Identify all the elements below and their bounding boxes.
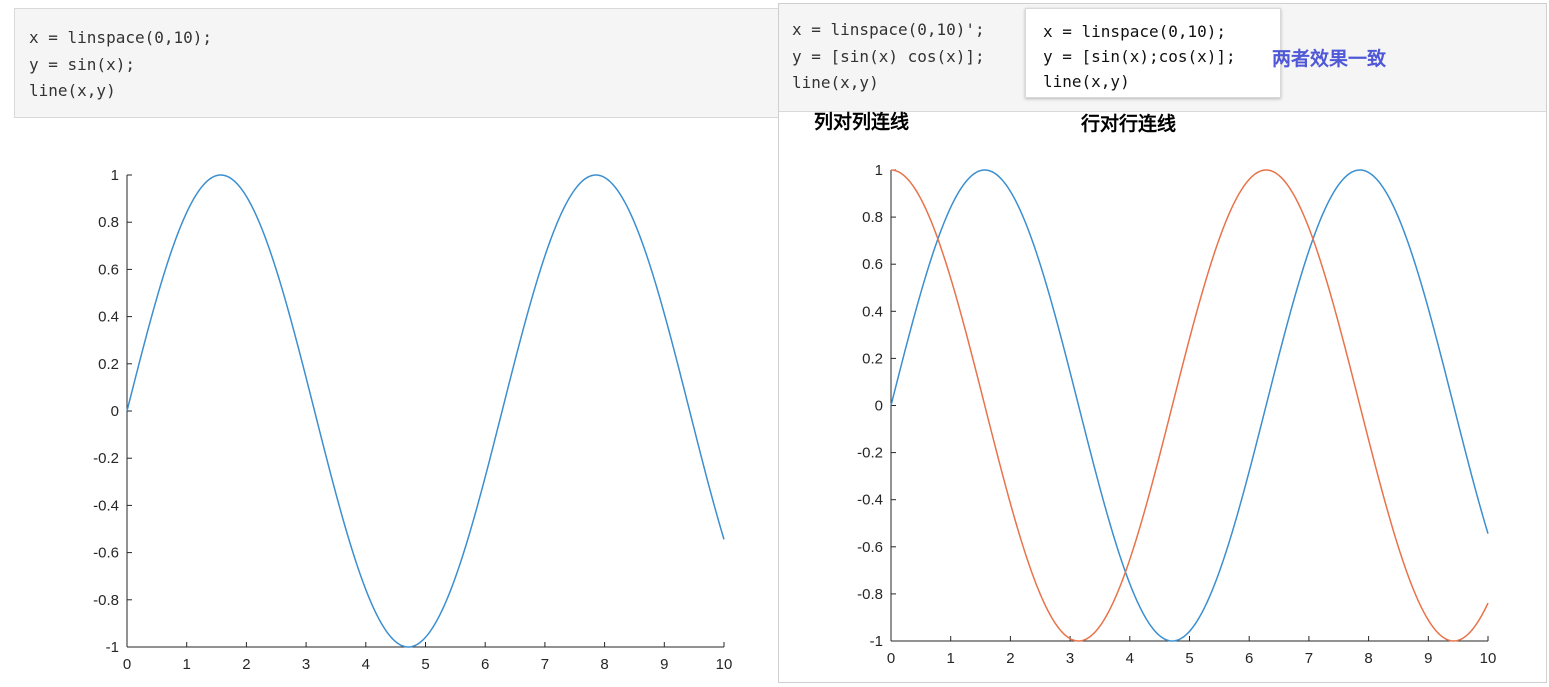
row-code-popup: x = linspace(0,10); y = [sin(x);cos(x)]; l… <box>1025 8 1281 98</box>
x-tick-label: 3 <box>302 656 310 673</box>
x-tick-label: 6 <box>481 656 489 673</box>
code-line: x = linspace(0,10); <box>29 28 213 47</box>
x-tick-label: 4 <box>1126 650 1134 667</box>
x-tick-label: 7 <box>1305 650 1313 667</box>
x-tick-label: 8 <box>600 656 608 673</box>
x-tick-label: 3 <box>1066 650 1074 667</box>
code-line: line(x,y) <box>29 81 116 100</box>
x-tick-label: 6 <box>1245 650 1253 667</box>
code-line: y = [sin(x) cos(x)]; <box>792 46 985 66</box>
y-tick-label: 1 <box>111 167 119 184</box>
series-line-cos <box>890 169 1489 642</box>
y-tick-label: -0.2 <box>93 450 119 467</box>
y-tick-label: 0.8 <box>862 209 883 226</box>
row-to-row-label: 行对行连线 <box>1081 113 1177 135</box>
right-sin-cos-chart: 0 1 2 3 4 5 6 7 8 9 10 -1 -0.8 -0.6 -0.4 -0.2 0 0.2 0.4 0.6… <box>857 162 1497 667</box>
x-tick-label: 9 <box>1424 650 1432 667</box>
y-tick-label: -0.4 <box>857 492 883 509</box>
y-tick-label: 0.4 <box>862 303 883 320</box>
y-tick-label: 0.6 <box>98 261 119 278</box>
x-tick-label: 9 <box>660 656 668 673</box>
series-line-sin <box>890 169 1489 642</box>
x-tick-label: 5 <box>1185 650 1193 667</box>
code-line: y = [sin(x);cos(x)]; <box>1043 47 1236 66</box>
x-tick-label: 8 <box>1364 650 1372 667</box>
left-code-block: x = linspace(0,10); y = sin(x); line(x,y) <box>14 8 780 118</box>
y-tick-label: 0 <box>875 398 883 415</box>
x-tick-label: 5 <box>421 656 429 673</box>
same-effect-note: 两者效果一致 <box>1272 48 1387 70</box>
y-tick-label: -0.6 <box>93 545 119 562</box>
right-panel: x = linspace(0,10)'; y = [sin(x) cos(x)];… <box>778 3 1547 683</box>
y-tick-label: 1 <box>875 162 883 179</box>
y-tick-label: -0.6 <box>857 539 883 556</box>
y-tick-label: 0.2 <box>98 356 119 373</box>
y-tick-label: -0.2 <box>857 445 883 462</box>
x-tick-label: 10 <box>1480 650 1497 667</box>
series-line-sin <box>126 174 725 648</box>
x-tick-label: 10 <box>716 656 733 673</box>
column-to-column-label: 列对列连线 <box>814 111 910 133</box>
code-line: line(x,y) <box>792 73 879 92</box>
y-tick-label: -0.8 <box>93 592 119 609</box>
y-tick-label: -0.4 <box>93 497 119 514</box>
y-tick-label: -1 <box>106 639 119 656</box>
y-tick-label: 0.6 <box>862 256 883 273</box>
y-tick-label: -0.8 <box>857 586 883 603</box>
y-tick-label: 0 <box>111 403 119 420</box>
x-tick-label: 1 <box>183 656 191 673</box>
y-tick-label: 0.4 <box>98 309 119 326</box>
y-tick-label: -1 <box>870 633 883 650</box>
x-tick-label: 4 <box>362 656 370 673</box>
y-tick-label: 0.8 <box>98 214 119 231</box>
x-tick-label: 1 <box>947 650 955 667</box>
x-tick-label: 0 <box>887 650 895 667</box>
y-tick-label: 0.2 <box>862 350 883 367</box>
x-tick-label: 0 <box>123 656 131 673</box>
code-line: line(x,y) <box>1043 72 1130 91</box>
x-tick-label: 2 <box>1006 650 1014 667</box>
code-line: y = sin(x); <box>29 54 135 74</box>
code-line: x = linspace(0,10); <box>1043 22 1227 41</box>
left-sine-chart: 0 1 2 3 4 5 6 7 8 9 10 -1 -0.8 -0.6 -0.4 -0.2 0 0.2 0.4 0.6… <box>93 167 733 673</box>
code-line: x = linspace(0,10)'; <box>792 20 985 39</box>
x-tick-label: 2 <box>242 656 250 673</box>
x-tick-label: 7 <box>541 656 549 673</box>
